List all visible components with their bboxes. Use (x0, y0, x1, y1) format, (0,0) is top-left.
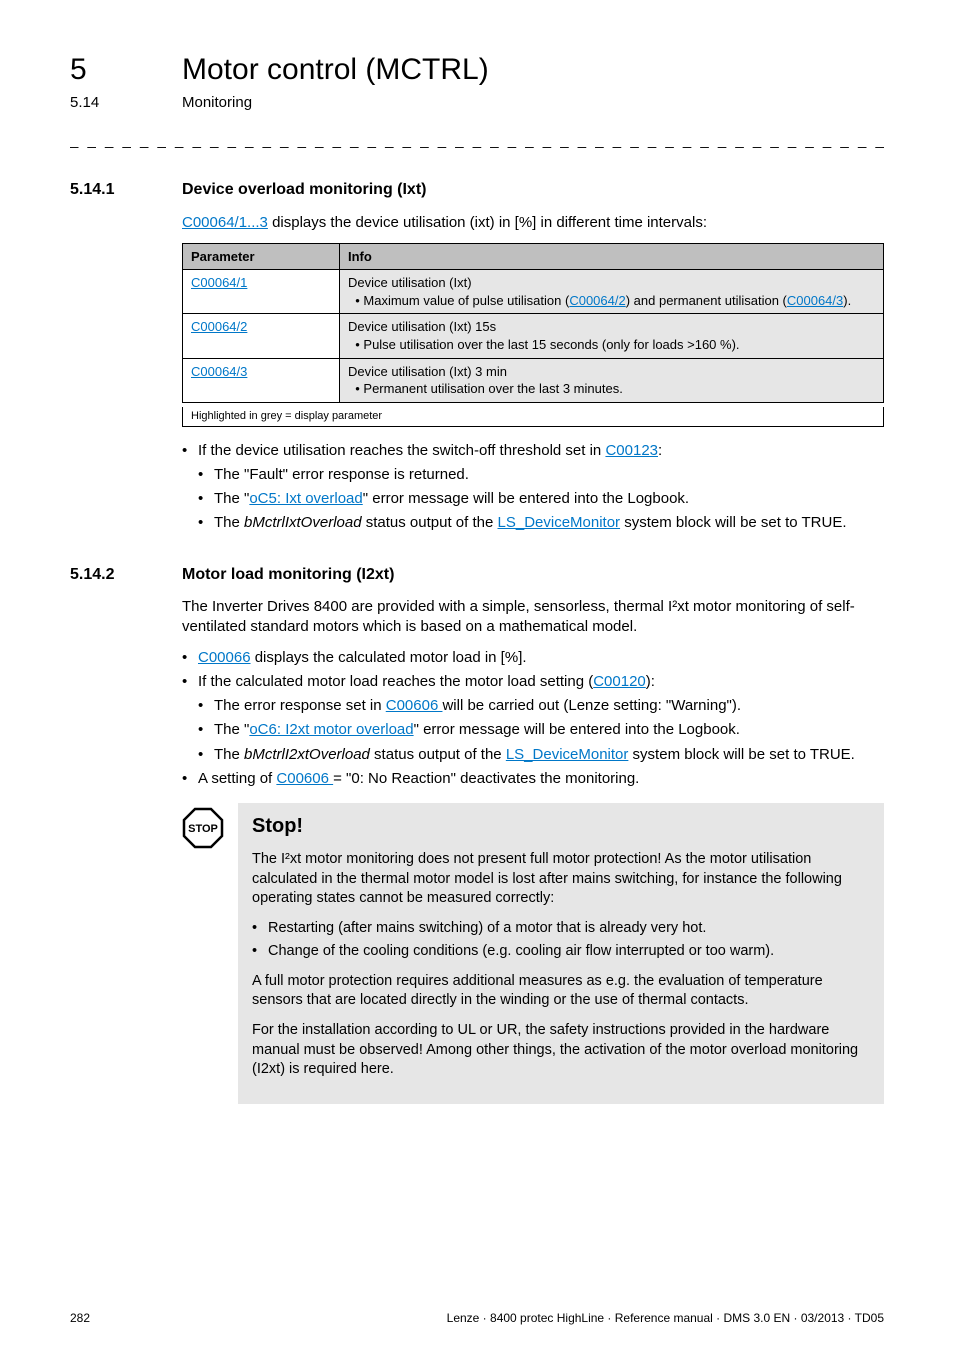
table-cell-info: Device utilisation (Ixt) 3 min • Permane… (340, 358, 884, 402)
stop-paragraph: For the installation according to UL or … (252, 1021, 870, 1080)
bullet-list: If the device utilisation reaches the sw… (182, 441, 884, 534)
info-text: Device utilisation (Ixt) 15s (348, 319, 496, 334)
info-text: ). (843, 293, 851, 308)
list-item: If the calculated motor load reaches the… (182, 672, 884, 765)
param-link[interactable]: C00606 (276, 770, 333, 787)
section-header: 5.14.1 Device overload monitoring (Ixt) (70, 179, 884, 201)
block-link[interactable]: LS_DeviceMonitor (506, 746, 629, 763)
bullet-text: The error response set in (214, 697, 386, 714)
bullet-text: will be carried out (Lenze setting: "War… (442, 697, 741, 714)
list-item: The bMctrlIxtOverload status output of t… (198, 513, 884, 533)
stop-title: Stop! (252, 813, 870, 840)
subchapter-number: 5.14 (70, 93, 182, 113)
param-link[interactable]: C00123 (605, 442, 658, 459)
body-paragraph: The Inverter Drives 8400 are provided wi… (182, 597, 884, 638)
param-link[interactable]: C00120 (593, 673, 646, 690)
list-item: The "Fault" error response is returned. (198, 465, 884, 485)
param-link[interactable]: C00064/2 (569, 293, 625, 308)
bullet-text: The " (214, 490, 249, 507)
error-link[interactable]: oC6: I2xt motor overload (249, 721, 413, 738)
stop-paragraph: A full motor protection requires additio… (252, 972, 870, 1011)
stop-paragraph: The I²xt motor monitoring does not prese… (252, 850, 870, 909)
bullet-text: status output of the (362, 514, 498, 531)
subchapter-header: 5.14 Monitoring (70, 93, 884, 113)
section-number: 5.14.2 (70, 564, 182, 586)
param-link[interactable]: C00064/3 (191, 364, 247, 379)
bullet-text: A setting of (198, 770, 276, 787)
param-link[interactable]: C00606 (386, 697, 443, 714)
bullet-text: " error message will be entered into the… (414, 721, 740, 738)
intro-text: displays the device utilisation (ixt) in… (268, 214, 707, 231)
footer-text: Lenze · 8400 protec HighLine · Reference… (447, 1310, 884, 1326)
list-item: The bMctrlI2xtOverload status output of … (198, 745, 884, 765)
bullet-text: status output of the (370, 746, 506, 763)
info-text: • Permanent utilisation over the last 3 … (355, 381, 623, 396)
param-link[interactable]: C00064/2 (191, 319, 247, 334)
param-link[interactable]: C00064/3 (787, 293, 843, 308)
info-text: ) and permanent utilisation ( (626, 293, 787, 308)
bullet-text: If the calculated motor load reaches the… (198, 673, 593, 690)
table-col-info: Info (340, 243, 884, 270)
bullet-text: The (214, 514, 244, 531)
table-footnote: Highlighted in grey = display parameter (182, 407, 884, 427)
stop-icon: STOP (182, 807, 224, 855)
list-item: Change of the cooling conditions (e.g. c… (252, 942, 870, 962)
chapter-title: Motor control (MCTRL) (182, 50, 489, 91)
info-text: Device utilisation (Ixt) 3 min (348, 364, 507, 379)
section-header: 5.14.2 Motor load monitoring (I2xt) (70, 564, 884, 586)
bullet-text: = "0: No Reaction" deactivates the monit… (333, 770, 639, 787)
page-footer: 282 Lenze · 8400 protec HighLine · Refer… (70, 1310, 884, 1326)
info-text: • Maximum value of pulse utilisation ( (355, 293, 569, 308)
info-text: Device utilisation (Ixt) (348, 275, 472, 290)
table-row: C00064/2 Device utilisation (Ixt) 15s • … (183, 314, 884, 358)
table-row: C00064/1 Device utilisation (Ixt) • Maxi… (183, 270, 884, 314)
bullet-text: system block will be set to TRUE. (628, 746, 854, 763)
section-title: Motor load monitoring (I2xt) (182, 564, 394, 586)
list-item: C00066 displays the calculated motor loa… (182, 648, 884, 668)
status-output: bMctrlIxtOverload (244, 514, 362, 531)
separator-rule: _ _ _ _ _ _ _ _ _ _ _ _ _ _ _ _ _ _ _ _ … (70, 131, 884, 151)
error-link[interactable]: oC5: Ixt overload (249, 490, 362, 507)
info-text: • Pulse utilisation over the last 15 sec… (355, 337, 739, 352)
subchapter-title: Monitoring (182, 93, 252, 113)
stop-callout: STOP Stop! The I²xt motor monitoring doe… (182, 803, 884, 1104)
list-item: A setting of C00606 = "0: No Reaction" d… (182, 769, 884, 789)
chapter-header: 5 Motor control (MCTRL) (70, 50, 884, 91)
status-output: bMctrlI2xtOverload (244, 746, 370, 763)
list-item: The error response set in C00606 will be… (198, 696, 884, 716)
list-item: The "oC5: Ixt overload" error message wi… (198, 489, 884, 509)
param-link[interactable]: C00064/1...3 (182, 214, 268, 231)
bullet-list: C00066 displays the calculated motor loa… (182, 648, 884, 790)
intro-paragraph: C00064/1...3 displays the device utilisa… (182, 213, 884, 233)
bullet-text: system block will be set to TRUE. (620, 514, 846, 531)
bullet-text: " error message will be entered into the… (363, 490, 689, 507)
parameter-table: Parameter Info C00064/1 Device utilisati… (182, 243, 884, 403)
list-item: The "oC6: I2xt motor overload" error mes… (198, 720, 884, 740)
bullet-text: The " (214, 721, 249, 738)
bullet-text: displays the calculated motor load in [%… (251, 649, 527, 666)
table-row: C00064/3 Device utilisation (Ixt) 3 min … (183, 358, 884, 402)
page-number: 282 (70, 1310, 90, 1326)
section-number: 5.14.1 (70, 179, 182, 201)
chapter-number: 5 (70, 50, 182, 91)
table-cell-info: Device utilisation (Ixt) • Maximum value… (340, 270, 884, 314)
bullet-text: : (658, 442, 662, 459)
bullet-text: ): (646, 673, 655, 690)
bullet-text: If the device utilisation reaches the sw… (198, 442, 605, 459)
table-cell-info: Device utilisation (Ixt) 15s • Pulse uti… (340, 314, 884, 358)
section-title: Device overload monitoring (Ixt) (182, 179, 426, 201)
list-item: If the device utilisation reaches the sw… (182, 441, 884, 534)
block-link[interactable]: LS_DeviceMonitor (498, 514, 621, 531)
list-item: Restarting (after mains switching) of a … (252, 919, 870, 939)
stop-content: Stop! The I²xt motor monitoring does not… (238, 803, 884, 1104)
param-link[interactable]: C00066 (198, 649, 251, 666)
param-link[interactable]: C00064/1 (191, 275, 247, 290)
bullet-text: The (214, 746, 244, 763)
table-col-parameter: Parameter (183, 243, 340, 270)
svg-text:STOP: STOP (188, 823, 218, 835)
